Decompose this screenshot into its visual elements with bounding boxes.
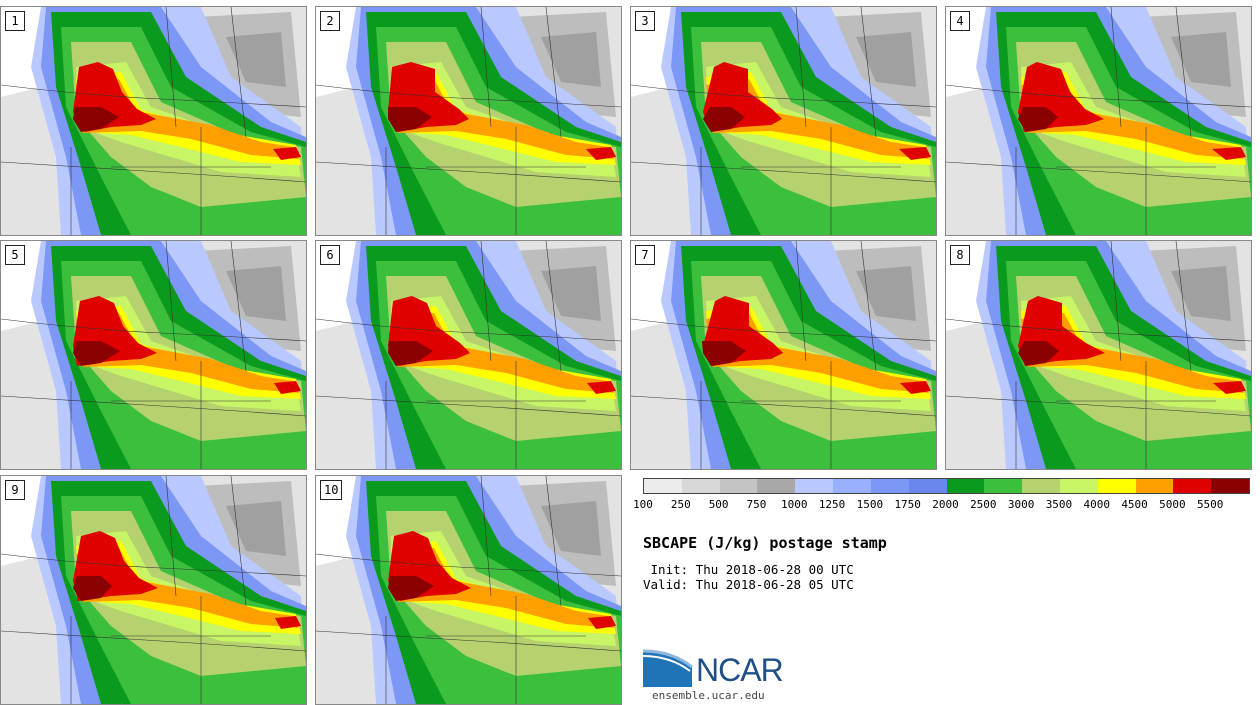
member-panel: 9 xyxy=(0,475,307,705)
colorbar-swatch xyxy=(644,479,682,493)
cape-map xyxy=(316,476,621,704)
member-number-label: 8 xyxy=(950,245,970,265)
member-panel: 8 xyxy=(945,240,1252,470)
colorbar-swatch xyxy=(1097,479,1136,493)
cape-map xyxy=(946,7,1251,235)
member-panel: 1 xyxy=(0,6,307,236)
member-number-label: 1 xyxy=(5,11,25,31)
member-panel: 3 xyxy=(630,6,937,236)
colorbar-swatch xyxy=(984,479,1023,493)
colorbar-tick-label: 5500 xyxy=(1196,498,1224,511)
cape-map xyxy=(631,7,936,235)
colorbar-swatch xyxy=(908,479,947,493)
member-number-label: 5 xyxy=(5,245,25,265)
member-panel: 2 xyxy=(315,6,622,236)
colorbar-swatch xyxy=(1022,479,1060,493)
colorbar xyxy=(643,478,1250,494)
colorbar-tick-label: 1250 xyxy=(818,498,846,511)
colorbar-swatch xyxy=(833,479,871,493)
colorbar-tick-label: 2500 xyxy=(970,498,997,511)
member-panel: 5 xyxy=(0,240,307,470)
cape-map xyxy=(316,241,621,469)
cape-map xyxy=(1,241,306,469)
member-number-label: 9 xyxy=(5,480,25,500)
valid-time: Valid: Thu 2018-06-28 05 UTC xyxy=(643,577,854,592)
colorbar-swatch xyxy=(1135,479,1174,493)
member-number-label: 6 xyxy=(320,245,340,265)
member-panel: 4 xyxy=(945,6,1252,236)
colorbar-swatch xyxy=(946,479,985,493)
colorbar-swatch xyxy=(1059,479,1098,493)
colorbar-tick-label: 3000 xyxy=(1007,498,1035,511)
member-panel: 6 xyxy=(315,240,622,470)
cape-map xyxy=(631,241,936,469)
member-number-label: 4 xyxy=(950,11,970,31)
colorbar-tick-label: 250 xyxy=(670,498,691,511)
colorbar-tick-label: 3500 xyxy=(1045,498,1073,511)
member-panel: 7 xyxy=(630,240,937,470)
ncar-logo-icon xyxy=(642,649,693,687)
colorbar-swatch xyxy=(1173,479,1212,493)
colorbar-swatch xyxy=(795,479,834,493)
init-time: Init: Thu 2018-06-28 00 UTC xyxy=(643,562,854,577)
cape-map xyxy=(316,7,621,235)
colorbar-labels: 100 250 500 750 1000 1250 1500 1750 2000 2500 3000… xyxy=(633,498,1248,512)
colorbar-tick-label: 750 xyxy=(746,498,767,511)
colorbar-swatch xyxy=(757,479,796,493)
colorbar-tick-label: 5000 xyxy=(1159,498,1186,511)
member-number-label: 10 xyxy=(320,480,343,500)
colorbar-tick-label: 100 xyxy=(633,498,653,511)
cape-map xyxy=(1,7,306,235)
member-number-label: 2 xyxy=(320,11,340,31)
ncar-logo-text: NCAR xyxy=(696,652,784,688)
colorbar-tick-label: 2000 xyxy=(932,498,959,511)
member-number-label: 3 xyxy=(635,11,655,31)
colorbar-swatch xyxy=(681,479,720,493)
cape-map xyxy=(946,241,1251,469)
colorbar-tick-label: 500 xyxy=(708,498,729,511)
site-url: ensemble.ucar.edu xyxy=(652,689,765,702)
cape-map xyxy=(1,476,306,704)
colorbar-swatch xyxy=(870,479,909,493)
colorbar-tick-label: 1750 xyxy=(894,498,921,511)
colorbar-tick-label: 4000 xyxy=(1083,498,1111,511)
plot-title: SBCAPE (J/kg) postage stamp xyxy=(643,534,887,552)
colorbar-tick-label: 4500 xyxy=(1121,498,1148,511)
colorbar-tick-label: 1000 xyxy=(781,498,808,511)
member-panel: 10 xyxy=(315,475,622,705)
member-number-label: 7 xyxy=(635,245,655,265)
colorbar-swatch xyxy=(1211,479,1249,493)
colorbar-swatch xyxy=(719,479,758,493)
colorbar-tick-label: 1500 xyxy=(856,498,884,511)
